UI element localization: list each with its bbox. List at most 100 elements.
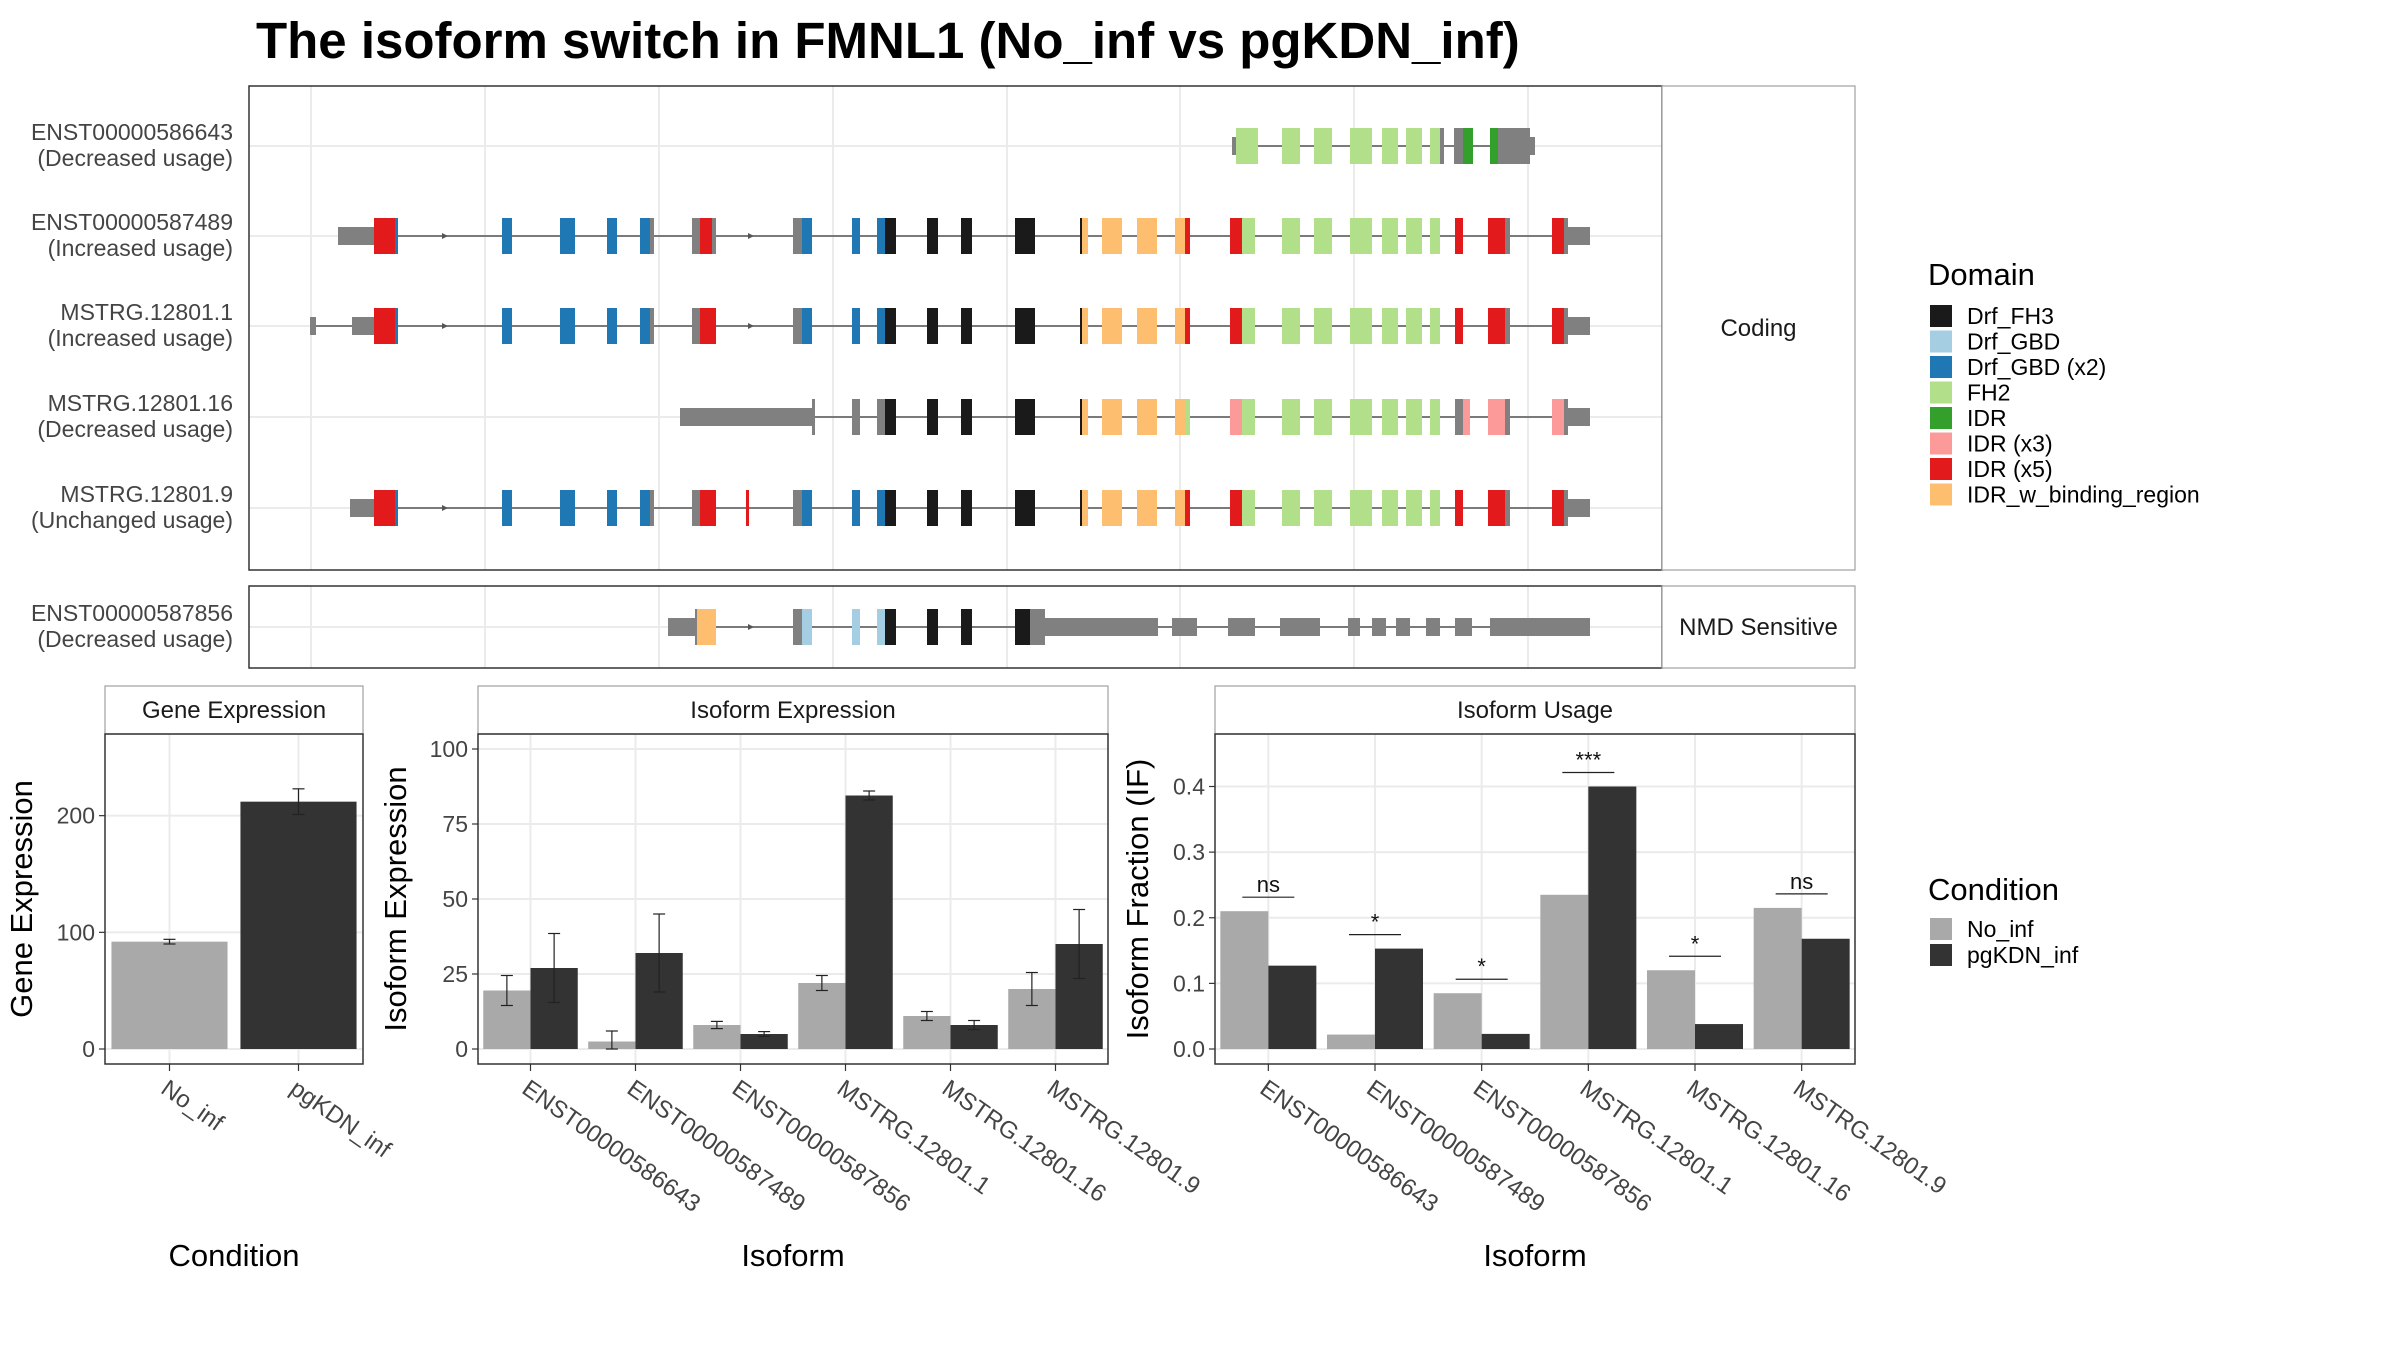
noncoding-exon bbox=[1530, 137, 1535, 155]
domain-block bbox=[1137, 308, 1157, 344]
domain-block bbox=[885, 609, 896, 645]
domain-block bbox=[1242, 399, 1255, 435]
legend-swatch bbox=[1930, 483, 1952, 506]
domain-block bbox=[395, 490, 398, 526]
noncoding-exon bbox=[1372, 618, 1386, 636]
domain-block bbox=[746, 490, 749, 526]
noncoding-exon bbox=[680, 408, 812, 426]
domain-block bbox=[1102, 308, 1122, 344]
isoform-usage-panel: Isoform Usage0.00.10.20.30.4ns******nsEN… bbox=[1120, 685, 1951, 1273]
transcript-label: ENST00000587856 bbox=[31, 600, 233, 626]
legend-swatch bbox=[1930, 381, 1952, 404]
noncoding-exon bbox=[1568, 408, 1590, 426]
domain-block bbox=[1230, 490, 1242, 526]
significance-label: ns bbox=[1257, 872, 1280, 897]
domain-block bbox=[1364, 128, 1372, 164]
domain-block bbox=[1015, 218, 1035, 254]
isoform-expression-panel: Isoform Expression 0 25 50 75 100 ENST00000586… bbox=[378, 685, 1205, 1273]
domain-block bbox=[1015, 609, 1030, 645]
x-tick-label: No_inf bbox=[156, 1075, 229, 1137]
transcript-row: MSTRG.12801.1(Increased usage) bbox=[48, 299, 1590, 351]
domain-block bbox=[1350, 218, 1372, 254]
legend-swatch bbox=[1930, 407, 1952, 429]
noncoding-exon bbox=[1426, 618, 1440, 636]
domain-block bbox=[927, 490, 938, 526]
transcript-usage-label: (Increased usage) bbox=[48, 325, 233, 351]
domain-block bbox=[1080, 399, 1082, 435]
domain-block bbox=[1080, 218, 1082, 254]
domain-block bbox=[560, 490, 575, 526]
domain-block bbox=[852, 308, 860, 344]
y-tick-label: 0 bbox=[455, 1036, 468, 1062]
legend-swatch bbox=[1930, 305, 1952, 327]
noncoding-exon bbox=[310, 317, 316, 335]
domain-block bbox=[1185, 218, 1190, 254]
domain-block bbox=[1242, 308, 1255, 344]
strand-arrow bbox=[748, 233, 754, 239]
legend-title: Condition bbox=[1928, 872, 2059, 907]
domain-block bbox=[1137, 218, 1157, 254]
domain-block bbox=[560, 218, 575, 254]
y-axis-title: Gene Expression bbox=[4, 780, 39, 1018]
domain-block bbox=[1230, 218, 1242, 254]
domain-block bbox=[802, 308, 812, 344]
facet-strip bbox=[477, 685, 1109, 735]
domain-block bbox=[802, 609, 812, 645]
facet-strip-label: Isoform Usage bbox=[1457, 697, 1613, 724]
domain-block bbox=[1242, 218, 1255, 254]
transcript-label: MSTRG.12801.1 bbox=[60, 299, 233, 325]
domain-block bbox=[1430, 308, 1440, 344]
domain-block bbox=[1382, 399, 1398, 435]
legend-swatch bbox=[1930, 356, 1952, 378]
strand-arrow bbox=[442, 233, 448, 239]
bar bbox=[798, 983, 846, 1049]
strand-arrow bbox=[748, 624, 754, 630]
y-tick-label: 75 bbox=[442, 811, 468, 837]
domain-block bbox=[1430, 399, 1440, 435]
domain-block bbox=[1455, 490, 1463, 526]
coding-exon bbox=[1505, 490, 1510, 526]
legend-item-label: FH2 bbox=[1967, 380, 2010, 406]
bar bbox=[1753, 907, 1802, 1049]
domain-block bbox=[560, 308, 575, 344]
domain-block bbox=[1175, 399, 1185, 435]
noncoding-exon bbox=[1455, 618, 1472, 636]
facet-strip bbox=[1661, 85, 1856, 571]
legend-swatch bbox=[1930, 432, 1952, 455]
legend-item-label: IDR_w_binding_region bbox=[1967, 482, 2200, 508]
noncoding-exon bbox=[1568, 227, 1590, 245]
facet-strip bbox=[1661, 585, 1856, 669]
structure-panel-bg bbox=[249, 86, 1662, 570]
significance-label: * bbox=[1691, 931, 1700, 956]
strand-arrow bbox=[748, 323, 754, 329]
domain-block bbox=[1282, 399, 1300, 435]
transcript-row: ENST00000587856(Decreased usage) bbox=[31, 600, 1590, 652]
domain-block bbox=[885, 399, 896, 435]
domain-block bbox=[1382, 308, 1398, 344]
x-axis-title: Isoform bbox=[1483, 1238, 1586, 1273]
noncoding-exon bbox=[1568, 317, 1590, 335]
structure-group: ENST00000586643(Decreased usage)ENST0000… bbox=[31, 85, 1856, 571]
bar bbox=[1481, 1033, 1530, 1049]
domain-block bbox=[607, 218, 617, 254]
plot-bg bbox=[1215, 734, 1855, 1064]
domain-block bbox=[1185, 308, 1190, 344]
domain-block bbox=[1314, 128, 1332, 164]
domain-block bbox=[1455, 218, 1463, 254]
noncoding-exon bbox=[338, 227, 374, 245]
coding-exon bbox=[1564, 490, 1568, 526]
legend-swatch bbox=[1930, 918, 1952, 940]
domain-block bbox=[395, 218, 398, 254]
domain-block bbox=[1082, 490, 1088, 526]
domain-block bbox=[1236, 128, 1258, 164]
y-tick-label: 100 bbox=[57, 919, 95, 945]
domain-block bbox=[1406, 308, 1422, 344]
plot-border bbox=[104, 733, 364, 1065]
legend-item-label: IDR (x3) bbox=[1967, 431, 2053, 457]
domain-block bbox=[1185, 399, 1190, 435]
y-tick-label: 50 bbox=[442, 886, 468, 912]
y-tick-label: 0.2 bbox=[1173, 905, 1205, 931]
transcript-usage-label: (Decreased usage) bbox=[37, 416, 233, 442]
coding-exon bbox=[852, 399, 860, 435]
